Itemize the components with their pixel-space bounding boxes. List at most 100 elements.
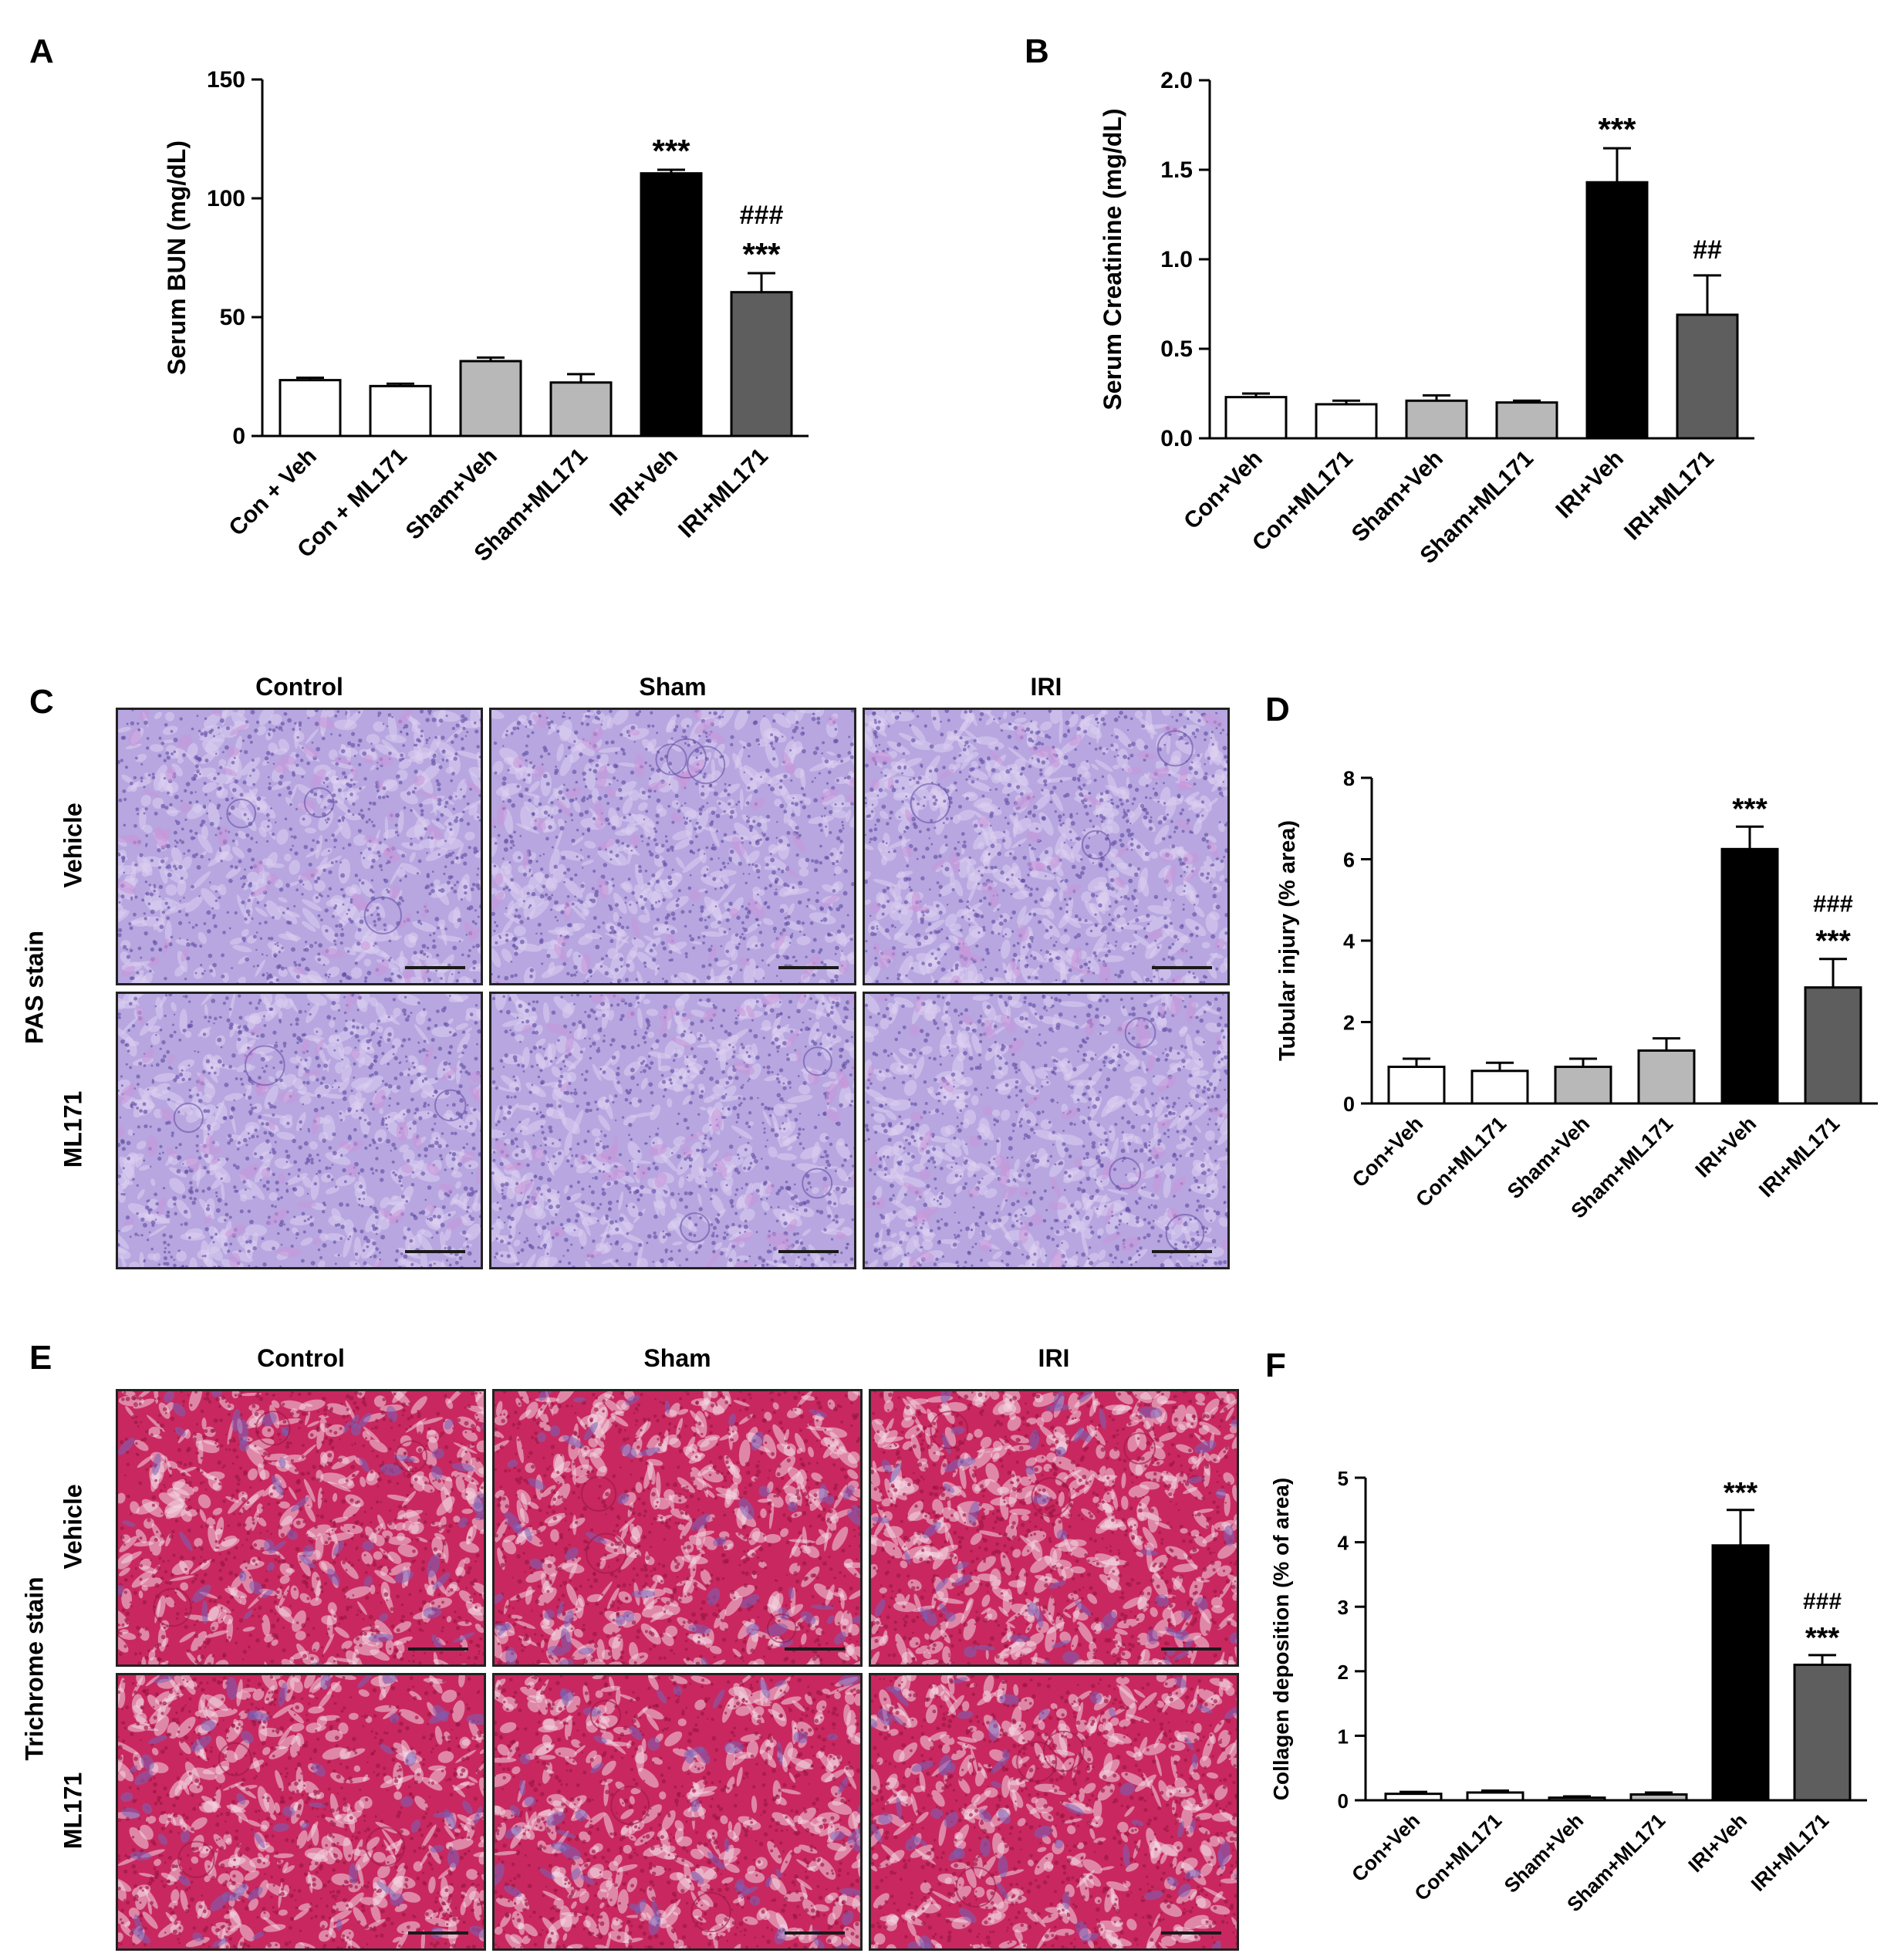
- micrograph-image: [118, 994, 481, 1267]
- scale-bar: [1152, 966, 1212, 969]
- tissue-texture: [118, 1675, 484, 1948]
- micrograph-image: [495, 1391, 860, 1664]
- bar: [1470, 1070, 1529, 1105]
- x-tick-label: Sham+ML171: [1562, 1809, 1670, 1916]
- scale-bar: [408, 1931, 468, 1935]
- y-tick-label: 3: [1338, 1596, 1349, 1619]
- tissue-texture: [865, 710, 1227, 983]
- x-tick-label: IRI+Veh: [1683, 1809, 1751, 1877]
- column-title: Control: [255, 673, 343, 701]
- micrograph-image: [118, 710, 481, 983]
- y-tick-label: 2.0: [1160, 68, 1193, 93]
- bar-chart-d: 0 2 4 6 8 Tubular injury (% area) Con+VehCon+M…: [1275, 767, 1878, 1223]
- bar: [1495, 401, 1558, 440]
- y-tick-label: 1.5: [1160, 157, 1193, 183]
- bar: [369, 384, 432, 438]
- micrograph-tile: [869, 1389, 1239, 1667]
- micrograph-image: [871, 1675, 1237, 1948]
- scale-bar: [785, 1647, 845, 1651]
- y-tick-label: 1: [1338, 1725, 1349, 1748]
- bar: [1548, 1796, 1606, 1802]
- scale-bar: [405, 966, 465, 969]
- scale-bar: [778, 1250, 839, 1253]
- x-tick-label: Sham+Veh: [1500, 1809, 1589, 1897]
- x-tick-label: Sham+ML171: [1566, 1112, 1677, 1223]
- significance-label: ***: [1724, 1477, 1758, 1509]
- y-tick-label: 0: [232, 424, 245, 449]
- significance-label: ###: [1803, 1589, 1842, 1614]
- significance-label: ***: [652, 133, 690, 169]
- tissue-texture: [118, 710, 481, 983]
- column-title: IRI: [1038, 1344, 1070, 1372]
- micrograph-image: [865, 994, 1227, 1267]
- y-tick-label: 6: [1343, 849, 1355, 872]
- panel-label-b: B: [1025, 32, 1049, 70]
- micrograph-image: [865, 710, 1227, 983]
- y-tick-label: 100: [207, 186, 245, 211]
- micrograph-image: [871, 1391, 1237, 1664]
- x-tick-label: Sham+ML171: [469, 444, 593, 567]
- micrograph-tile: [489, 708, 856, 985]
- micrograph-tile: [489, 992, 856, 1269]
- tissue-texture: [871, 1675, 1237, 1948]
- x-tick-label: IRI+ML171: [1619, 446, 1719, 546]
- bar: [1466, 1791, 1524, 1802]
- bar: [1387, 1066, 1446, 1105]
- micrograph-tile: [116, 708, 483, 985]
- y-tick-label: 2: [1338, 1661, 1349, 1684]
- bar: [279, 379, 342, 438]
- tissue-texture: [491, 710, 854, 983]
- y-tick-label: 0: [1343, 1093, 1355, 1116]
- x-tick-label: Con+Veh: [1179, 446, 1268, 535]
- bar: [1224, 396, 1288, 440]
- x-tick-label: Sham+ML171: [1415, 446, 1538, 569]
- scale-bar: [405, 1250, 465, 1253]
- micrograph-tile: [863, 992, 1230, 1269]
- bar-chart-b: 0.0 0.5 1.0 1.5 2.0 Serum Creatinine (mg/dL) C…: [1099, 68, 1754, 569]
- micrograph-image: [491, 994, 854, 1267]
- scale-bar: [1161, 1931, 1221, 1935]
- x-tick-label: IRI+ML171: [1747, 1809, 1834, 1896]
- tissue-texture: [871, 1391, 1237, 1664]
- bar: [1585, 181, 1649, 440]
- x-tick-label: Con+ML171: [1411, 1112, 1511, 1211]
- y-tick-label: 1.0: [1160, 247, 1193, 272]
- row-label: ML171: [59, 1772, 87, 1850]
- x-tick-label: Con + Veh: [224, 444, 321, 541]
- scale-bar: [408, 1647, 468, 1651]
- significance-label: ###: [740, 201, 784, 230]
- bar: [1711, 1544, 1770, 1802]
- y-tick-label: 50: [220, 305, 245, 330]
- y-tick-label: 5: [1338, 1467, 1349, 1490]
- scale-bar: [778, 966, 839, 969]
- x-tick-label: Sham+Veh: [401, 444, 502, 545]
- y-tick-label: 2: [1343, 1012, 1355, 1035]
- bar: [730, 291, 793, 438]
- significance-label: ###: [1813, 890, 1853, 917]
- x-tick-label: Sham+Veh: [1347, 446, 1448, 547]
- bar: [549, 381, 613, 438]
- panel-label-e: E: [29, 1339, 52, 1377]
- x-tick-label: Con+Veh: [1347, 1809, 1424, 1886]
- panel-label-a: A: [29, 32, 54, 70]
- micrograph-tile: [869, 1673, 1239, 1951]
- x-tick-label: IRI+Veh: [1691, 1112, 1761, 1182]
- micrograph-tile: [116, 992, 483, 1269]
- y-tick-label: 4: [1343, 930, 1355, 953]
- bar: [1637, 1049, 1696, 1105]
- x-tick-label: Con+Veh: [1348, 1112, 1427, 1191]
- significance-label: ***: [1805, 1622, 1840, 1654]
- bar: [1405, 399, 1468, 440]
- x-tick-label: IRI+ML171: [1754, 1112, 1844, 1201]
- micrograph-tile: [863, 708, 1230, 985]
- micrograph-image: [491, 710, 854, 983]
- row-label: Vehicle: [59, 803, 87, 888]
- tissue-texture: [491, 994, 854, 1267]
- y-tick-label: 150: [207, 67, 245, 93]
- tissue-texture: [495, 1675, 860, 1948]
- bar: [1804, 986, 1862, 1105]
- tissue-texture: [118, 1391, 484, 1664]
- significance-label: ***: [1815, 925, 1851, 958]
- bar: [1676, 313, 1739, 440]
